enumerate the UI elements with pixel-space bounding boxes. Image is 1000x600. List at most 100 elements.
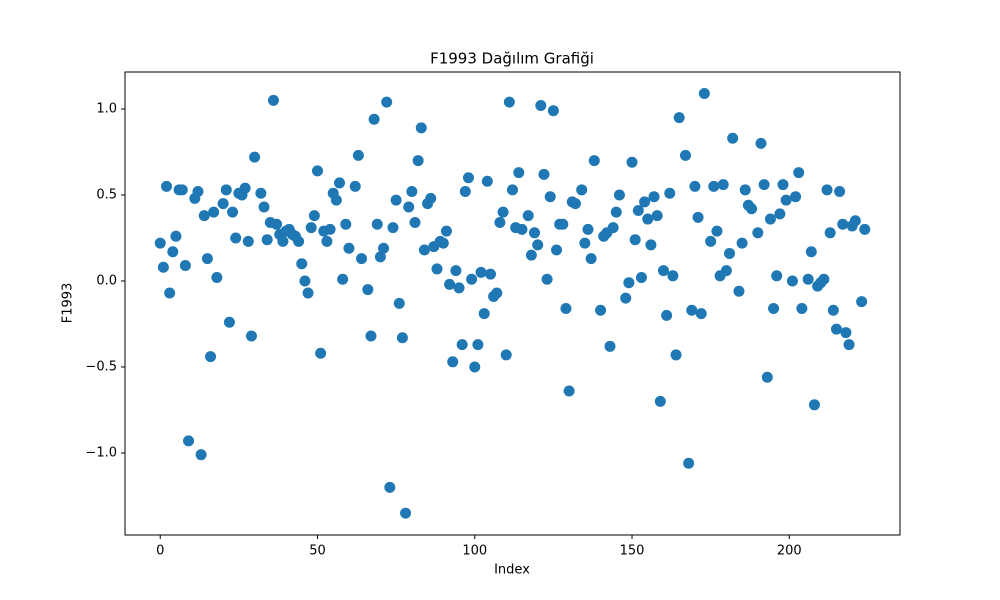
point	[648, 191, 660, 203]
point	[365, 330, 377, 342]
point	[183, 435, 195, 447]
point	[220, 184, 232, 196]
point	[768, 302, 780, 314]
point	[667, 270, 679, 282]
point	[293, 235, 305, 247]
x-tick-label: 150	[620, 544, 645, 559]
x-tick-label: 0	[156, 544, 164, 559]
point	[840, 327, 852, 339]
point	[311, 165, 323, 177]
point	[381, 96, 393, 108]
point	[384, 481, 396, 493]
point	[406, 186, 418, 198]
point	[245, 330, 257, 342]
point	[192, 186, 204, 198]
point	[551, 244, 563, 256]
point	[563, 385, 575, 397]
plot-frame	[124, 71, 901, 536]
point	[541, 273, 553, 285]
point	[805, 246, 817, 258]
point	[717, 179, 729, 191]
point	[507, 184, 518, 196]
point	[371, 218, 383, 230]
point	[349, 180, 361, 192]
point	[642, 213, 654, 225]
y-tick-label: −0.5	[85, 359, 117, 374]
point	[462, 172, 474, 184]
point	[639, 196, 651, 208]
point	[201, 253, 213, 265]
point	[195, 449, 207, 461]
point	[390, 194, 402, 206]
point	[579, 237, 591, 249]
point	[418, 244, 430, 256]
point	[720, 265, 732, 277]
point	[334, 177, 346, 189]
y-tick-label: −1.0	[85, 445, 117, 460]
point	[305, 222, 317, 234]
point	[544, 191, 556, 203]
point	[340, 218, 352, 230]
point	[538, 168, 550, 180]
point	[689, 180, 701, 192]
point	[396, 332, 408, 344]
y-tick-label: 0.5	[96, 187, 117, 202]
point	[613, 189, 625, 201]
point	[403, 201, 415, 213]
point	[239, 182, 251, 194]
point	[764, 213, 776, 225]
point	[623, 277, 635, 289]
point	[525, 249, 537, 261]
y-tick-label: 1.0	[96, 101, 117, 116]
point	[796, 302, 808, 314]
point	[277, 235, 289, 247]
point	[227, 206, 239, 218]
point	[774, 208, 786, 220]
point	[632, 204, 644, 216]
point	[503, 96, 515, 108]
point	[500, 349, 512, 361]
point	[255, 187, 267, 199]
point	[786, 275, 798, 287]
point	[368, 113, 380, 125]
point	[560, 302, 572, 314]
point	[352, 149, 364, 161]
point	[629, 234, 641, 246]
point	[843, 339, 855, 351]
x-axis-label: Index	[494, 563, 530, 578]
point	[167, 246, 179, 258]
point	[208, 206, 220, 218]
point	[664, 187, 676, 199]
point	[808, 399, 820, 411]
point	[790, 191, 802, 203]
point	[746, 203, 758, 215]
point	[267, 94, 279, 106]
x-tick-label: 100	[462, 544, 487, 559]
point	[374, 251, 386, 263]
point	[453, 282, 465, 294]
point	[849, 215, 861, 227]
point	[491, 287, 503, 299]
point	[513, 167, 525, 179]
point	[532, 239, 544, 251]
point	[299, 275, 311, 287]
point	[161, 180, 173, 192]
point	[585, 253, 597, 265]
point	[176, 184, 188, 196]
point	[362, 284, 374, 296]
point	[296, 258, 308, 270]
chart-title: F1993 Dağılım Grafiği	[430, 50, 594, 68]
point	[179, 259, 191, 271]
point	[223, 316, 235, 328]
point	[780, 194, 792, 206]
point	[711, 225, 723, 237]
point	[727, 132, 739, 144]
point	[321, 235, 333, 247]
point	[604, 340, 616, 352]
point	[859, 223, 871, 235]
point	[802, 273, 814, 285]
point	[249, 151, 261, 163]
point	[626, 156, 638, 168]
point	[425, 192, 437, 204]
